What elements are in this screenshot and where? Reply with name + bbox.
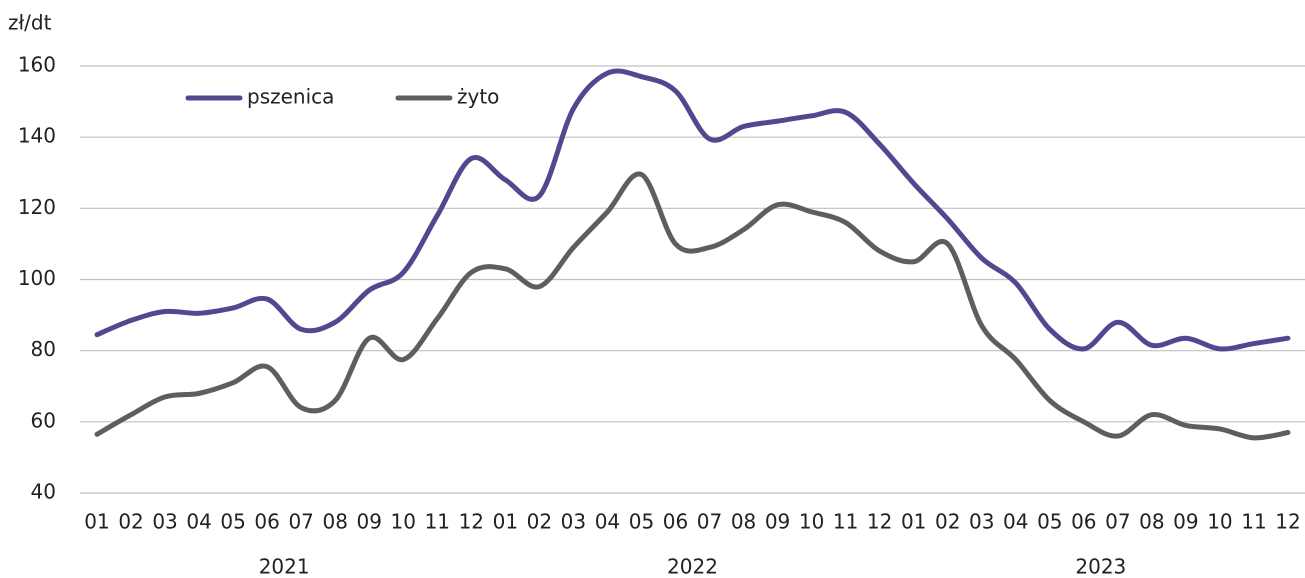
line-series — [94, 171, 1291, 441]
x-tick-label: 08 — [1139, 510, 1164, 534]
x-tick-label: 11 — [1241, 510, 1266, 534]
x-tick-label: 12 — [1275, 510, 1300, 534]
x-tick-label: 03 — [561, 510, 586, 534]
x-group-label: 2023 — [1075, 555, 1126, 578]
x-tick-label: 05 — [629, 510, 654, 534]
x-tick-label: 05 — [220, 510, 245, 534]
x-tick-label: 03 — [969, 510, 994, 534]
legend-label: żyto — [457, 85, 499, 109]
x-tick-label: 08 — [731, 510, 756, 534]
x-tick-label: 01 — [493, 510, 518, 534]
y-tick-label: 160 — [18, 53, 56, 77]
x-tick-label: 12 — [867, 510, 892, 534]
x-group-label: 2022 — [667, 555, 718, 578]
y-tick-label: 140 — [18, 124, 56, 148]
x-tick-label: 04 — [595, 510, 620, 534]
line-series — [94, 68, 1291, 352]
x-tick-label: 09 — [1173, 510, 1198, 534]
y-tick-label: 60 — [31, 408, 56, 432]
x-tick-label: 02 — [118, 510, 143, 534]
x-tick-label: 07 — [1105, 510, 1130, 534]
x-tick-label: 02 — [935, 510, 960, 534]
x-tick-label: 06 — [1071, 510, 1096, 534]
y-axis-label: zł/dt — [8, 11, 52, 35]
x-tick-label: 02 — [527, 510, 552, 534]
x-tick-label: 12 — [459, 510, 484, 534]
y-tick-label: 120 — [18, 195, 56, 219]
y-tick-label: 40 — [31, 480, 56, 504]
x-tick-label: 01 — [84, 510, 109, 534]
x-tick-label: 09 — [357, 510, 382, 534]
x-tick-label: 10 — [391, 510, 416, 534]
x-tick-label: 05 — [1037, 510, 1062, 534]
x-tick-label: 06 — [254, 510, 279, 534]
x-tick-label: 09 — [765, 510, 790, 534]
x-tick-label: 11 — [833, 510, 858, 534]
x-group-label: 2021 — [259, 555, 310, 578]
x-tick-label: 08 — [322, 510, 347, 534]
x-tick-label: 01 — [901, 510, 926, 534]
x-tick-label: 06 — [663, 510, 688, 534]
y-tick-label: 100 — [18, 266, 56, 290]
x-tick-label: 10 — [799, 510, 824, 534]
x-tick-label: 03 — [152, 510, 177, 534]
x-tick-label: 07 — [697, 510, 722, 534]
x-tick-label: 04 — [1003, 510, 1028, 534]
y-tick-label: 80 — [31, 337, 56, 361]
legend-label: pszenica — [247, 85, 334, 109]
x-tick-label: 11 — [425, 510, 450, 534]
x-tick-label: 07 — [288, 510, 313, 534]
x-tick-label: 04 — [186, 510, 211, 534]
x-tick-label: 10 — [1207, 510, 1232, 534]
